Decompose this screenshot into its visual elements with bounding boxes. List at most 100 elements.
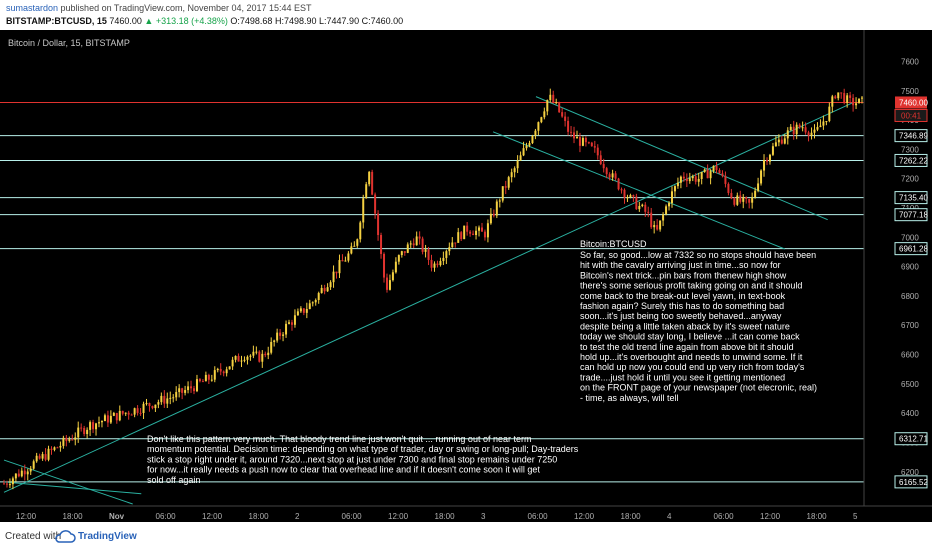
author-link[interactable]: sumastardon [6, 3, 59, 13]
candle-body [546, 99, 549, 112]
candle-body [697, 178, 700, 182]
candle-body [703, 169, 706, 173]
candle-body [314, 300, 317, 303]
candle-body [748, 198, 751, 203]
candle-body [231, 359, 234, 367]
candle-body [861, 97, 863, 99]
price-tick-label: 6500 [901, 380, 919, 389]
idea-callout-bottom: Don't like this pattern very much. That … [147, 434, 579, 485]
time-tick-label: 2 [295, 512, 300, 521]
candle-body [344, 260, 347, 262]
time-tick-label: 12:00 [574, 512, 595, 521]
candle-body [694, 176, 697, 182]
candle-body [757, 183, 760, 191]
close-value: C:7460.00 [361, 16, 404, 26]
candle-body [65, 437, 68, 441]
candle-body [712, 165, 715, 172]
candle-body [498, 200, 501, 202]
price-tick-label: 6900 [901, 263, 919, 272]
candle-body [641, 204, 644, 206]
callout-line: can hold up now you could end up very ri… [580, 362, 805, 372]
candle-body [510, 172, 513, 178]
symbol-label: BITSTAMP:BTCUSD, 15 [6, 16, 107, 26]
candle-body [822, 121, 825, 126]
candle-body [486, 223, 489, 238]
candle-body [620, 189, 623, 191]
price-chart[interactable]: Bitcoin / Dollar, 15, BITSTAMP 760075007… [0, 30, 932, 522]
candle-body [451, 242, 454, 248]
level-badge-label: 7346.89 [899, 132, 928, 141]
candle-body [561, 112, 564, 117]
price-change: ▲ +313.18 (+4.38%) [144, 16, 228, 26]
candle-body [190, 386, 193, 389]
created-with-text: Created with [5, 531, 62, 542]
level-badge-label: 6165.52 [899, 478, 928, 487]
candle-body [163, 395, 166, 404]
candle-body [377, 213, 380, 236]
candle-body [103, 415, 106, 422]
price-tick-label: 6800 [901, 292, 919, 301]
level-badge-label: 6961.28 [899, 245, 928, 254]
candle-body [840, 92, 843, 94]
candle-body [249, 355, 252, 357]
candle-body [763, 159, 766, 171]
candle-body [742, 197, 745, 202]
candle-body [264, 353, 267, 356]
candle-body [403, 251, 406, 253]
candle-body [549, 94, 552, 100]
candle-body [359, 222, 362, 240]
candle-body [843, 93, 846, 104]
candle-body [365, 184, 368, 199]
callout-line: today we should stay long, I believe ...… [580, 332, 800, 342]
candle-body [157, 402, 160, 405]
candle-body [798, 124, 801, 128]
candle-body [457, 232, 460, 243]
candle-body [644, 204, 647, 212]
candle-body [706, 169, 709, 179]
candle-body [169, 397, 172, 399]
candle-body [685, 178, 688, 182]
candle-body [670, 191, 673, 204]
candle-body [751, 197, 754, 203]
candle-body [412, 243, 415, 246]
candle-body [555, 102, 558, 104]
candles [3, 88, 863, 490]
callout-line: come back to the break-out level yawn, i… [580, 291, 786, 301]
candle-body [718, 170, 721, 174]
candle-body [178, 388, 181, 393]
level-badge [894, 242, 928, 256]
candle-body [356, 239, 359, 246]
candle-body [858, 98, 861, 104]
candle-body [813, 129, 816, 133]
candle-body [17, 473, 20, 477]
candle-body [59, 445, 62, 448]
candle-body [71, 439, 74, 441]
candle-body [460, 232, 463, 240]
chart-area[interactable]: Bitcoin / Dollar, 15, BITSTAMP 7600 7500 7… [0, 30, 932, 522]
candle-body [819, 125, 822, 128]
open-value: O:7498.68 [230, 16, 273, 26]
time-axis-ticks: 12:00 18:00 Nov 06:00 12:00 18:00 2 06:00 12:00 1… [16, 512, 858, 521]
candle-body [246, 356, 249, 360]
candle-body [41, 454, 44, 459]
candle-body [415, 236, 418, 246]
tradingview-brand-link[interactable]: TradingView [78, 531, 137, 542]
candle-body [201, 381, 204, 383]
candle-body [573, 132, 576, 139]
last-price-badge-text: 7460.00 [899, 98, 928, 107]
publish-info: sumastardon published on TradingView.com… [6, 3, 312, 13]
candle-body [424, 249, 427, 252]
last-price-marker: 7460.00 00:41 [894, 96, 928, 122]
candle-body [409, 243, 412, 245]
candle-body [406, 244, 409, 253]
candle-body [668, 203, 671, 207]
candle-body [252, 351, 255, 356]
candle-body [353, 245, 356, 247]
candle-body [445, 251, 448, 258]
candle-body [323, 287, 326, 292]
candle-body [380, 235, 383, 254]
candle-body [29, 468, 32, 472]
candle-body [124, 412, 127, 414]
candle-body [760, 170, 763, 184]
candle-body [786, 130, 789, 139]
